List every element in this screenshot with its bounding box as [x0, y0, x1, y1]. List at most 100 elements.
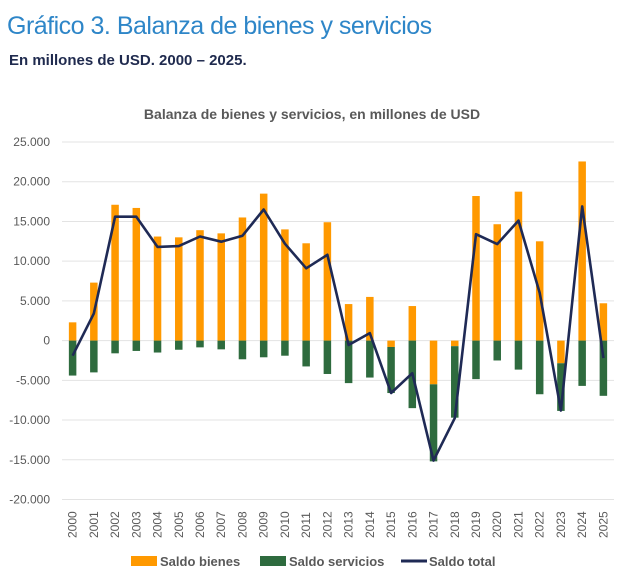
- x-tick-label: 2000: [66, 511, 80, 538]
- x-tick-label: 2021: [511, 511, 525, 538]
- y-tick-label: 15.000: [13, 214, 50, 228]
- bar-saldo-servicios: [132, 340, 141, 351]
- x-tick-label: 2006: [193, 511, 207, 538]
- bar-saldo-servicios: [599, 340, 608, 396]
- x-tick-label: 2017: [427, 511, 441, 538]
- x-tick-label: 2019: [469, 511, 483, 538]
- x-tick-label: 2020: [490, 511, 504, 538]
- x-tick-label: 2015: [384, 511, 398, 538]
- bar-saldo-servicios: [366, 340, 374, 378]
- x-tick-label: 2008: [235, 511, 249, 538]
- x-tick-label: 2023: [554, 511, 568, 538]
- bar-saldo-bienes: [281, 229, 289, 341]
- bar-saldo-servicios: [281, 340, 289, 356]
- bar-saldo-servicios: [302, 340, 310, 367]
- x-tick-label: 2025: [596, 511, 610, 538]
- legend: Saldo bienes Saldo servicios Saldo total: [131, 554, 495, 569]
- bar-saldo-servicios: [238, 340, 247, 360]
- y-tick-label: -15.000: [9, 453, 50, 467]
- bar-saldo-servicios: [578, 340, 586, 386]
- x-tick-label: 2001: [87, 511, 101, 538]
- bar-saldo-bienes: [408, 306, 417, 341]
- bar-saldo-servicios: [111, 340, 119, 354]
- x-axis-ticks: 2000 2001 2002 2003 2004 2005 2006 2007 2008 2009…: [66, 511, 611, 538]
- x-tick-label: 2011: [299, 512, 313, 538]
- bar-saldo-bienes: [111, 204, 119, 341]
- bar-saldo-bienes: [493, 224, 501, 341]
- bar-saldo-bienes: [68, 322, 77, 341]
- bar-saldo-bienes: [259, 193, 268, 341]
- total-line-layer: [71, 205, 605, 462]
- y-tick-label: 20.000: [13, 175, 50, 189]
- line-saldo-total: [71, 205, 605, 462]
- y-tick-label: -20.000: [9, 493, 50, 507]
- x-tick-label: 2007: [214, 511, 228, 538]
- x-tick-label: 2012: [320, 511, 334, 538]
- bar-saldo-servicios: [217, 340, 225, 350]
- bar-saldo-bienes: [238, 217, 247, 341]
- bar-saldo-bienes: [429, 340, 438, 385]
- bar-saldo-bienes: [387, 340, 395, 347]
- bar-saldo-servicios: [68, 340, 77, 376]
- bar-saldo-servicios: [535, 340, 544, 395]
- x-tick-label: 2022: [533, 511, 547, 538]
- bar-saldo-servicios: [344, 340, 353, 384]
- y-tick-label: 10.000: [13, 254, 50, 268]
- page-subtitle: En millones de USD. 2000 – 2025.: [9, 52, 247, 69]
- bar-saldo-servicios: [90, 340, 98, 373]
- bar-saldo-servicios: [514, 340, 523, 370]
- bar-saldo-bienes: [302, 243, 310, 341]
- bar-saldo-servicios: [387, 346, 395, 394]
- legend-swatch-saldo-bienes: [131, 556, 157, 566]
- page-title: Gráfico 3. Balanza de bienes y servicios: [7, 12, 432, 40]
- bar-saldo-servicios: [196, 340, 204, 348]
- bar-saldo-bienes: [514, 191, 523, 341]
- bar-saldo-bienes: [451, 340, 459, 347]
- y-tick-label: -10.000: [9, 413, 50, 427]
- bar-saldo-servicios: [153, 340, 162, 353]
- y-tick-label: 0: [43, 334, 50, 348]
- bar-saldo-bienes: [175, 237, 183, 341]
- x-tick-label: 2010: [278, 511, 292, 538]
- bar-saldo-servicios: [259, 340, 268, 358]
- x-tick-label: 2003: [129, 511, 143, 538]
- gridlines: [62, 141, 614, 500]
- y-tick-label: -5.000: [16, 373, 50, 387]
- bar-saldo-bienes: [599, 303, 608, 341]
- bar-saldo-bienes: [323, 222, 332, 341]
- bar-saldo-bienes: [217, 233, 225, 341]
- bar-saldo-bienes: [153, 236, 162, 341]
- x-tick-label: 2018: [448, 511, 462, 538]
- y-tick-label: 5.000: [20, 294, 50, 308]
- x-tick-label: 2014: [363, 511, 377, 538]
- bar-saldo-servicios: [472, 340, 480, 380]
- x-tick-label: 2013: [342, 511, 356, 538]
- bar-saldo-bienes: [578, 161, 586, 341]
- legend-swatch-saldo-servicios: [260, 556, 286, 566]
- bar-saldo-servicios: [493, 340, 501, 361]
- chart-title: Balanza de bienes y servicios, en millon…: [144, 106, 480, 122]
- x-tick-label: 2016: [405, 511, 419, 538]
- legend-label-saldo-bienes: Saldo bienes: [160, 554, 240, 569]
- bar-saldo-bienes: [196, 230, 204, 341]
- bar-saldo-servicios: [557, 363, 565, 411]
- x-tick-label: 2002: [108, 511, 122, 538]
- bar-saldo-servicios: [323, 340, 332, 374]
- bar-saldo-servicios: [175, 340, 183, 350]
- x-tick-label: 2004: [151, 511, 165, 538]
- bar-saldo-bienes: [472, 196, 480, 341]
- y-tick-label: 25.000: [13, 135, 50, 149]
- legend-label-saldo-servicios: Saldo servicios: [289, 554, 384, 569]
- x-tick-label: 2005: [172, 511, 186, 538]
- bar-saldo-servicios: [429, 384, 438, 462]
- bar-saldo-bienes: [557, 340, 565, 364]
- y-axis-ticks: 25.000 20.000 15.000 10.000 5.000 0 -5.000 -10.…: [9, 135, 50, 507]
- bar-saldo-servicios: [451, 346, 459, 418]
- bars: [68, 161, 608, 462]
- legend-label-saldo-total: Saldo total: [429, 554, 495, 569]
- x-tick-label: 2024: [575, 511, 589, 538]
- bar-saldo-bienes: [132, 207, 141, 341]
- bar-saldo-bienes: [344, 304, 353, 341]
- x-tick-label: 2009: [257, 511, 271, 538]
